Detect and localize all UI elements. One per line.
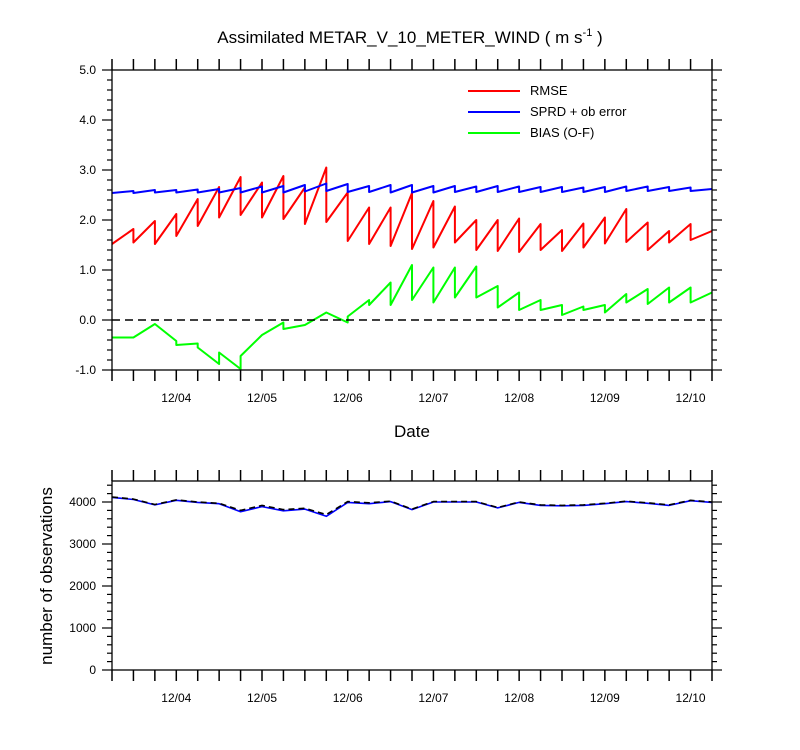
- y-tick-label: 5.0: [79, 63, 96, 77]
- y-tick-label: 1000: [69, 621, 96, 635]
- x-tick-label: 12/10: [676, 391, 706, 405]
- y-tick-label: 1.0: [79, 263, 96, 277]
- series-line-rmse: [111, 166, 713, 253]
- y-tick-label: 3.0: [79, 163, 96, 177]
- y-tick-label: 4.0: [79, 113, 96, 127]
- x-tick-label: 12/10: [676, 691, 706, 705]
- top-panel: -1.0 0.0 1.0 2.0 3.0 4.0 5.0 12/04 12/05 12/06 12/…: [75, 59, 722, 441]
- legend-label-rmse: RMSE: [530, 83, 568, 98]
- bottom-ticks-group: 0 1000 2000 3000 4000 12/04 12/05 12/06 12/07 12/…: [69, 470, 722, 705]
- y-tick-label: 0: [89, 663, 96, 677]
- series-line-sprd-ob-error: [111, 182, 713, 194]
- x-tick-label: 12/06: [333, 691, 363, 705]
- x-tick-label: 12/04: [161, 691, 191, 705]
- y-tick-label: 2000: [69, 579, 96, 593]
- legend-label-sprd-ob-error: SPRD + ob error: [530, 104, 627, 119]
- x-tick-label: 12/08: [504, 691, 534, 705]
- x-tick-label: 12/06: [333, 391, 363, 405]
- x-axis-title: Date: [394, 422, 430, 441]
- chart-title: Assimilated METAR_V_10_METER_WIND ( m s-…: [217, 27, 602, 47]
- x-tick-label: 12/05: [247, 691, 277, 705]
- series-line-0000ff: [111, 496, 713, 518]
- series-line-bias-o-f: [112, 264, 713, 370]
- top-ticks-group: -1.0 0.0 1.0 2.0 3.0 4.0 5.0 12/04 12/05 12/06 12/…: [75, 59, 722, 405]
- legend-label-bias-o-f: BIAS (O-F): [530, 125, 594, 140]
- top-series-group: [111, 166, 713, 370]
- y-axis-title: number of observations: [37, 487, 56, 665]
- x-tick-label: 12/09: [590, 691, 620, 705]
- series-line-000000: [111, 496, 713, 516]
- x-tick-label: 12/07: [418, 691, 448, 705]
- y-tick-label: 2.0: [79, 213, 96, 227]
- x-tick-label: 12/07: [418, 391, 448, 405]
- x-tick-label: 12/05: [247, 391, 277, 405]
- legend: RMSE SPRD + ob error BIAS (O-F): [468, 83, 627, 140]
- y-tick-label: 3000: [69, 537, 96, 551]
- x-tick-label: 12/09: [590, 391, 620, 405]
- y-tick-label: 4000: [69, 495, 96, 509]
- x-tick-label: 12/08: [504, 391, 534, 405]
- x-tick-label: 12/04: [161, 391, 191, 405]
- y-tick-label: 0.0: [79, 313, 96, 327]
- y-tick-label: -1.0: [75, 363, 96, 377]
- bottom-panel: 0 1000 2000 3000 4000 12/04 12/05 12/06 12/07 12/…: [37, 470, 722, 705]
- bottom-series-group: [111, 496, 713, 518]
